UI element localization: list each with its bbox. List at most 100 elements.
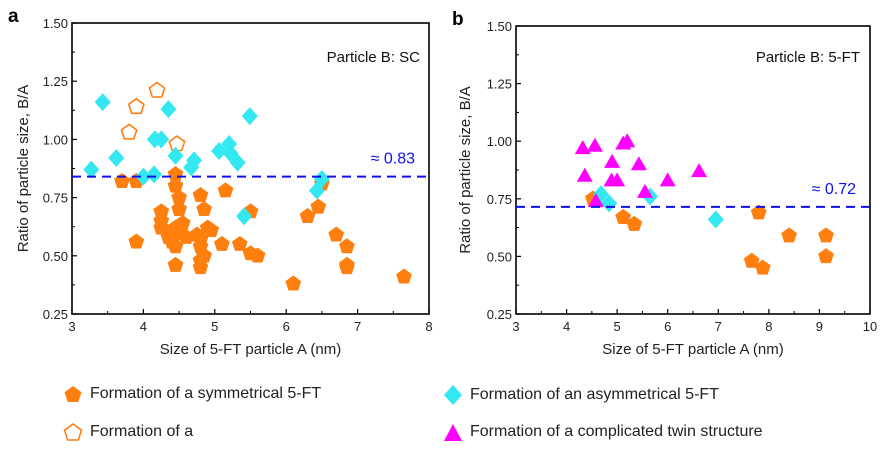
panel-a-data-point-diamond [167, 146, 184, 165]
panel-b-data-point-pentagon-filled [754, 259, 771, 275]
panel-a-y-axis-label: Ratio of particle size, B/A [15, 85, 32, 253]
panel-b-y-axis-label: Ratio of particle size, B/A [457, 86, 474, 254]
panel-a-y-tick-label: 0.75 [43, 191, 68, 206]
panel-b-data-point-triangle [691, 163, 708, 178]
panel-b-x-tick-label: 6 [664, 319, 671, 334]
panel-a-data-point-pentagon-filled [167, 177, 184, 193]
pentagon-open-icon [63, 423, 83, 441]
legend-label: Formation of a symmetrical 5-FT [90, 385, 322, 402]
panel-a-x-tick-label: 5 [211, 319, 218, 334]
chart-figure: 3 4 5 6 7 8 0.25 0.50 0.75 1.00 1.25 1.50 Size of 5-… [8, 6, 877, 358]
panel-a-plot-frame [71, 22, 430, 315]
panel-b-annotation: Particle B: 5-FT [756, 49, 860, 66]
panel-b-y-tick-label: 1.25 [487, 77, 512, 92]
legend-label: Formation of a [90, 423, 194, 440]
panel-b-data-point-triangle [574, 140, 591, 155]
panel-b-x-tick-label: 4 [563, 319, 570, 334]
panel-a-data-point-pentagon-filled [285, 275, 302, 291]
panel-a-x-tick-label: 6 [283, 319, 290, 334]
panel-b-x-tick-label: 9 [816, 319, 823, 334]
panel-a-x-tick-label: 3 [68, 319, 75, 334]
panel-a-data-point-diamond [146, 165, 163, 184]
panel-b-mean-label: ≈ 0.72 [812, 181, 856, 198]
panel-a-data-point-diamond [94, 93, 111, 112]
panel-a-x-tick-label: 7 [354, 319, 361, 334]
panel-a-data-point-pentagon-filled [339, 238, 355, 254]
panel-a-data-point-pentagon-filled [171, 200, 187, 216]
panel-a-data-point-pentagon-filled [128, 233, 145, 249]
panel-a-data-point-pentagon-filled [231, 235, 248, 251]
panel-b-plot-frame [515, 25, 871, 315]
panel-b-y-tick-label: 1.50 [487, 19, 512, 34]
panel-a-data-point-diamond [241, 107, 258, 126]
panel-a-data-point-pentagon-filled [192, 259, 209, 275]
panel-b-data-point-pentagon-filled [818, 248, 834, 264]
panel-b-data-point-pentagon-filled [750, 204, 767, 220]
panel-b-data-point-triangle [587, 193, 604, 208]
panel-b-panel-letter: b [452, 9, 464, 30]
panel-a-data-point-diamond [153, 130, 170, 149]
legend-item-asymmetrical: Formation of an asymmetrical 5-FT [442, 384, 719, 406]
pentagon-filled-icon [64, 386, 82, 402]
panel-a-data-point-diamond [313, 169, 330, 188]
legend-label: Formation of a complicated twin structur… [470, 423, 763, 440]
panel-a-data-point-pentagon-open [127, 97, 145, 115]
panel-a-data-point-pentagon-open [120, 123, 138, 140]
panel-a-data-point-pentagon-filled [249, 247, 266, 263]
panel-a-data-point-diamond [229, 153, 246, 172]
panel-b-y-tick-label: 0.25 [487, 307, 512, 322]
panel-b-x-tick-label: 10 [863, 319, 877, 334]
legend-item-twin: Formation of a complicated twin structur… [442, 422, 763, 442]
panel-b-x-axis-label: Size of 5-FT particle A (nm) [602, 341, 783, 358]
panel-b-data-point-triangle [636, 183, 653, 198]
panel-b-data-point-triangle [609, 172, 626, 187]
panel-b-x-tick-label: 3 [512, 319, 519, 334]
panel-a-y-tick-label: 1.50 [43, 16, 68, 31]
panel-a-data-point-diamond [186, 151, 203, 170]
panel-a-data-point-pentagon-filled [328, 226, 345, 242]
panel-b-data-point-triangle [586, 137, 603, 152]
panel-a-data-point-pentagon-filled [310, 198, 327, 214]
legend-item-symmetrical: Formation of a symmetrical 5-FT [62, 384, 321, 404]
panel-a-data-point-pentagon-filled [214, 235, 230, 251]
panel-a-data-point-diamond [160, 100, 177, 119]
panel-a-data-point-diamond [236, 207, 253, 226]
panel-b-data-point-pentagon-filled [818, 227, 834, 243]
panel-b-data-point-diamond [707, 210, 724, 229]
panel-b-y-tick-label: 0.75 [487, 192, 512, 207]
panel-a-data-point-pentagon-filled [167, 256, 184, 272]
panel-b-data-point-triangle [576, 167, 593, 182]
panel-a-data-point-pentagon-filled [196, 200, 212, 216]
panel-a-data-point-pentagon-filled [192, 186, 209, 202]
panel-b-data-point-triangle [659, 172, 676, 187]
panel-a-x-axis-label: Size of 5-FT particle A (nm) [160, 341, 341, 358]
panel-a-data-point-pentagon-filled [217, 182, 234, 198]
panel-b-x-tick-label: 7 [715, 319, 722, 334]
panel-a-data-point-pentagon-filled [396, 268, 412, 284]
panel-a-y-tick-label: 0.50 [43, 249, 68, 264]
legend-label: Formation of an asymmetrical 5-FT [470, 386, 719, 403]
panel-a-panel-letter: a [8, 6, 19, 27]
panel-a-x-tick-label: 4 [140, 319, 147, 334]
panel-b-data-point-triangle [619, 133, 636, 148]
panel-b-data-point-triangle [604, 153, 621, 168]
legend-item-open: Formation of a [62, 422, 193, 442]
panel-b-data-point-pentagon-filled [781, 227, 797, 243]
panel-b-data-point-triangle [630, 156, 647, 171]
panel-a-data-point-diamond [83, 160, 100, 179]
panel-b-data-point-pentagon-filled [743, 252, 760, 268]
panel-a-data-point-pentagon-filled [339, 259, 355, 275]
panel-b-data-point-pentagon-filled [626, 215, 643, 231]
panel-a-y-tick-label: 1.25 [43, 74, 68, 89]
panel-a-data-point-diamond [108, 149, 125, 168]
panel-b-data-point-diamond [601, 194, 618, 213]
panel-b-x-tick-label: 5 [614, 319, 621, 334]
panel-b-data-point-pentagon-filled [615, 208, 632, 224]
panel-a-data-point-diamond [211, 142, 228, 161]
triangle-icon [444, 424, 462, 441]
panel-a-data-point-pentagon-open [148, 81, 166, 98]
panel-a-y-tick-label: 1.00 [43, 132, 68, 147]
panel-a-mean-label: ≈ 0.83 [371, 151, 415, 168]
panel-a-data-point-pentagon-filled [203, 221, 220, 237]
panel-b-x-tick-label: 8 [765, 319, 772, 334]
